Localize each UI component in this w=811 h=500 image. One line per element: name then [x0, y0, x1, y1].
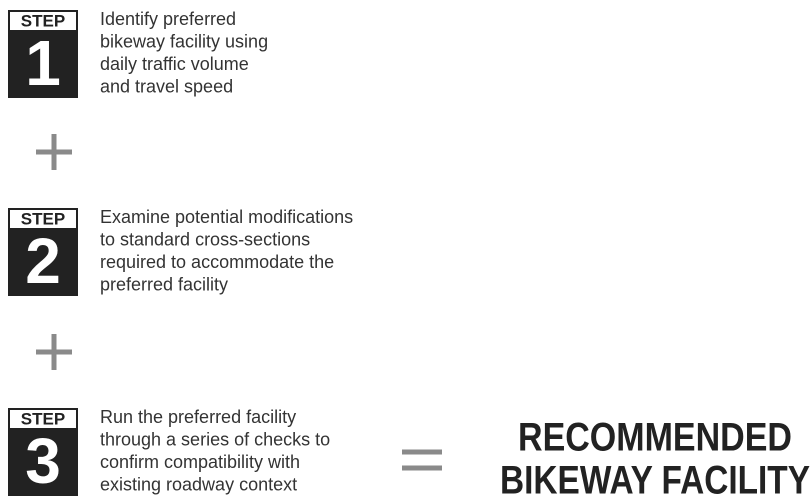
step-description: existing roadway context	[100, 474, 297, 494]
result-text: RECOMMENDED	[518, 416, 792, 460]
step-label-box	[8, 10, 78, 32]
step-number-box	[8, 230, 78, 296]
step-number: 1	[25, 27, 61, 99]
step-description: to standard cross-sections	[100, 229, 310, 249]
step-description: and travel speed	[100, 76, 233, 96]
step-label: STEP	[21, 409, 65, 428]
step-number-box	[8, 430, 78, 496]
step-description: preferred facility	[100, 274, 228, 294]
step-description: through a series of checks to	[100, 429, 330, 449]
step-description: Identify preferred	[100, 9, 236, 29]
plus-sign	[36, 134, 72, 170]
step-label-box	[8, 208, 78, 230]
step-number: 3	[25, 425, 61, 497]
step-description: daily traffic volume	[100, 54, 249, 74]
step-number-box	[8, 32, 78, 98]
step-number: 2	[25, 225, 61, 297]
step-description: Examine potential modifications	[100, 207, 353, 227]
step-description: bikeway facility using	[100, 31, 268, 51]
step-label-box	[8, 408, 78, 430]
result-text: BIKEWAY FACILITY	[500, 459, 810, 500]
equals-sign	[402, 449, 442, 471]
step-label: STEP	[21, 209, 65, 228]
plus-sign	[36, 334, 72, 370]
step-description: Run the preferred facility	[100, 407, 296, 427]
step-label: STEP	[21, 11, 65, 30]
step-description: required to accommodate the	[100, 252, 334, 272]
step-description: confirm compatibility with	[100, 452, 300, 472]
